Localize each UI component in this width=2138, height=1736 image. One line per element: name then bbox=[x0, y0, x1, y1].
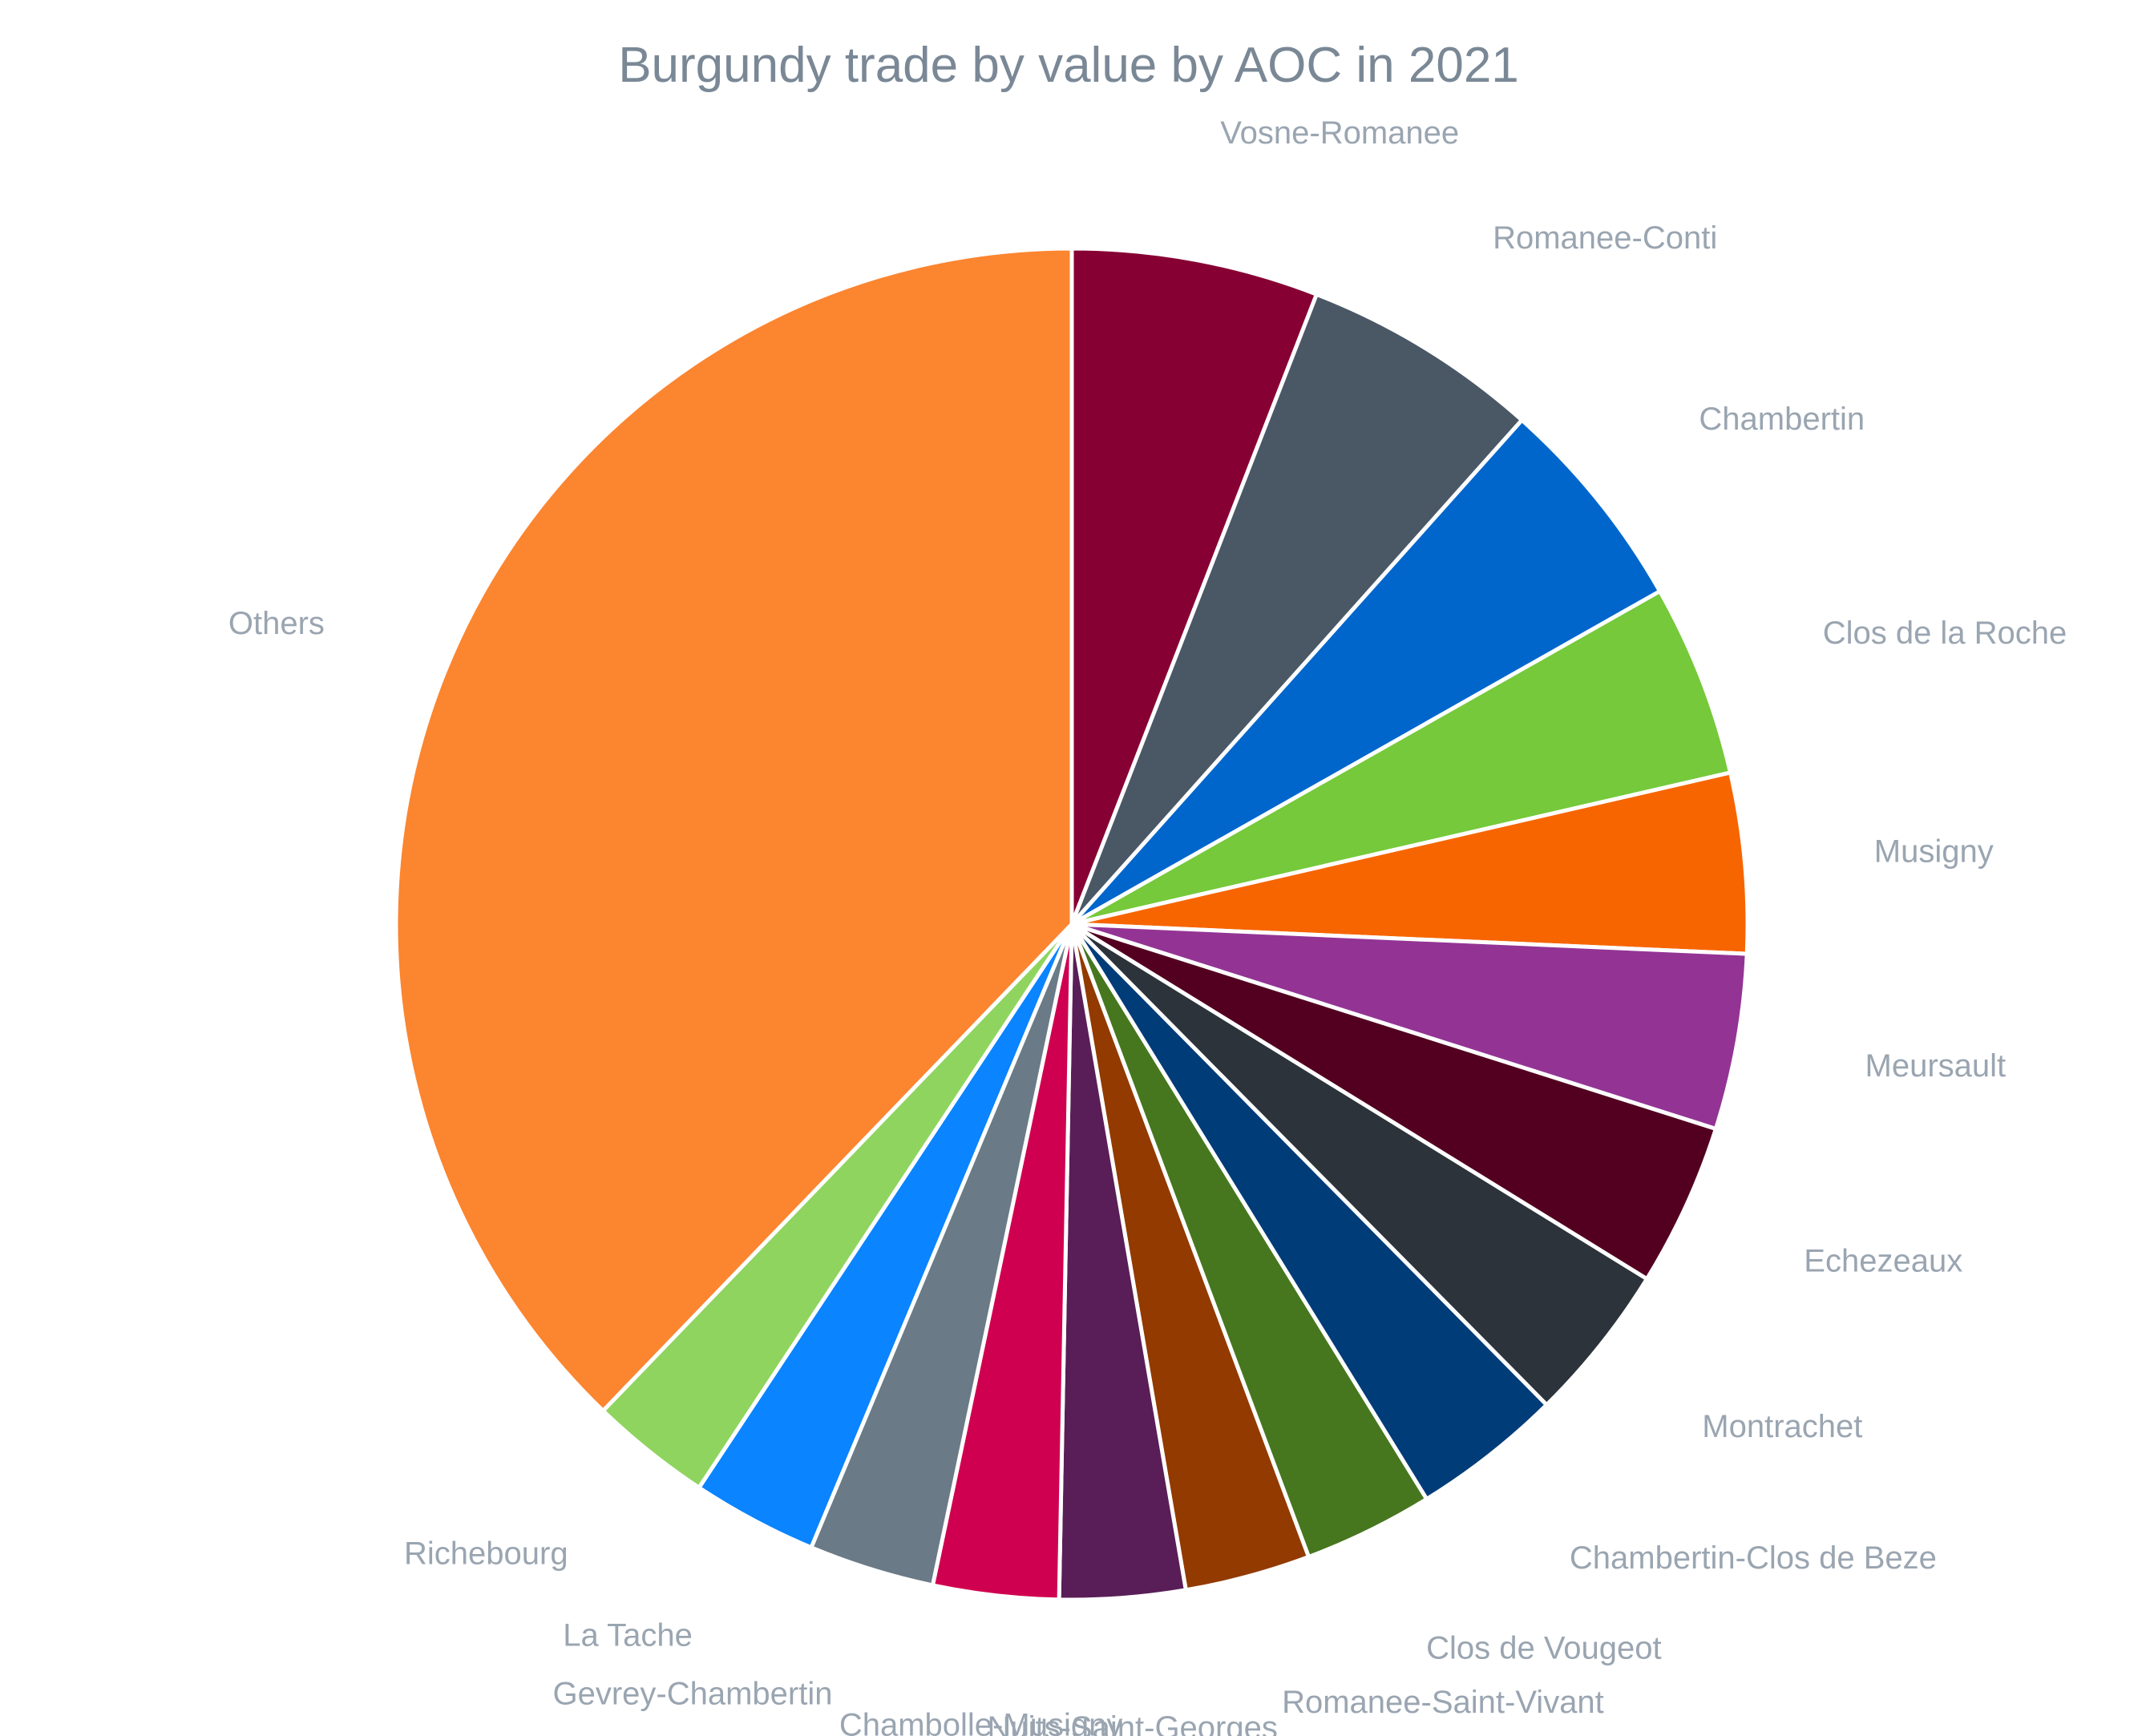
slice-label: Echezeaux bbox=[1804, 1243, 1962, 1278]
slice-label: Montrachet bbox=[1702, 1409, 1862, 1444]
chart-title: Burgundy trade by value by AOC in 2021 bbox=[618, 38, 1519, 93]
slice-label: Richebourg bbox=[404, 1536, 568, 1571]
slice-label: Chambertin bbox=[1699, 402, 1865, 437]
pie-slices bbox=[394, 246, 1750, 1602]
slice-label: Chambertin-Clos de Beze bbox=[1570, 1540, 1937, 1576]
slice-label: Romanee-Saint-Vivant bbox=[1282, 1685, 1604, 1720]
pie-labels: Vosne-Romanee Romanee-Conti Chambertin Clos… bbox=[228, 115, 2067, 1736]
pie-slice bbox=[1069, 770, 1750, 956]
pie-slice bbox=[1069, 292, 1524, 927]
slice-label: Clos de la Roche bbox=[1823, 616, 2067, 651]
pie-slice bbox=[1069, 418, 1663, 927]
pie-slice bbox=[1069, 246, 1319, 927]
slice-label: Meursault bbox=[1865, 1048, 2007, 1084]
pie-slice bbox=[1069, 922, 1649, 1407]
slice-label: Chambolle-Musigny bbox=[839, 1708, 1122, 1736]
pie-slice bbox=[394, 246, 1074, 1413]
pie-slice bbox=[1069, 922, 1749, 1131]
slice-label: Gevrey-Chambertin bbox=[552, 1677, 832, 1712]
slice-label: Nuits-Saint-Georges bbox=[988, 1710, 1278, 1736]
slice-label: La Tache bbox=[563, 1618, 693, 1653]
pie-slice bbox=[1069, 589, 1733, 927]
slice-label: Others bbox=[228, 606, 325, 641]
pie-slice bbox=[1069, 922, 1718, 1282]
slice-label: Musigny bbox=[1874, 834, 1994, 870]
slice-label: Clos de Vougeot bbox=[1426, 1631, 1662, 1666]
slice-label: Romanee-Conti bbox=[1493, 220, 1717, 256]
slice-label: Vosne-Romanee bbox=[1220, 115, 1459, 151]
